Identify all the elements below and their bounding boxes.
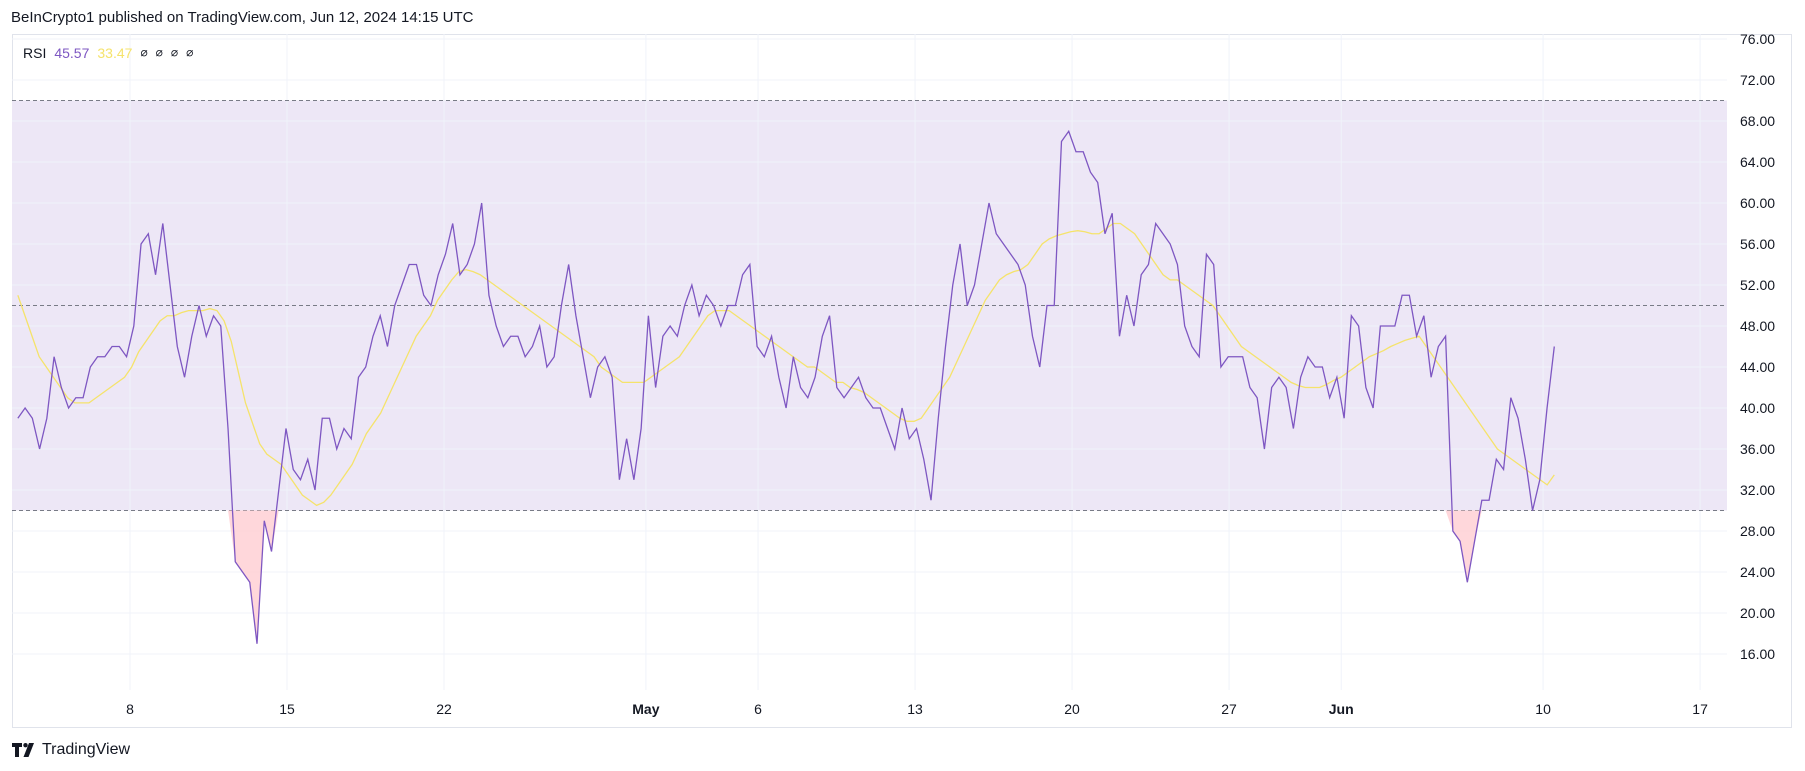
footer-branding[interactable]: TradingView bbox=[12, 741, 130, 759]
x-tick-label: 10 bbox=[1535, 701, 1551, 717]
y-tick-label: 56.00 bbox=[1740, 236, 1775, 252]
legend-ma-value: 33.47 bbox=[97, 45, 133, 61]
y-tick-label: 52.00 bbox=[1740, 277, 1775, 293]
tradingview-brand: TradingView bbox=[42, 741, 131, 758]
rsi-line bbox=[17, 129, 1555, 644]
x-tick-label: 22 bbox=[436, 701, 452, 717]
y-tick-label: 32.00 bbox=[1740, 482, 1775, 498]
x-tick-label: 27 bbox=[1221, 701, 1237, 717]
x-tick-label: 17 bbox=[1692, 701, 1708, 717]
x-tick-label: 15 bbox=[279, 701, 295, 717]
legend-na-value: ∅ bbox=[186, 46, 194, 60]
x-tick-label: Jun bbox=[1329, 701, 1354, 717]
y-tick-label: 24.00 bbox=[1740, 564, 1775, 580]
legend-na-value: ∅ bbox=[170, 46, 179, 60]
oversold-fill-area bbox=[228, 510, 279, 644]
legend-na-value: ∅ bbox=[140, 46, 148, 60]
y-tick-label: 72.00 bbox=[1740, 72, 1775, 88]
y-tick-label: 68.00 bbox=[1740, 113, 1775, 129]
x-tick-label: May bbox=[632, 701, 659, 717]
published-header: BeInCrypto1 published on TradingView.com… bbox=[11, 9, 474, 26]
y-tick-label: 48.00 bbox=[1740, 318, 1775, 334]
x-tick-label: 6 bbox=[754, 701, 762, 717]
y-tick-label: 36.00 bbox=[1740, 441, 1775, 457]
indicator-legend[interactable]: RSI 45.57 33.47 ∅ ∅ ∅ ∅ bbox=[23, 45, 193, 61]
y-tick-label: 60.00 bbox=[1740, 195, 1775, 211]
legend-na-value: ∅ bbox=[155, 46, 163, 60]
y-tick-label: 28.00 bbox=[1740, 523, 1775, 539]
y-tick-label: 40.00 bbox=[1740, 400, 1775, 416]
tradingview-logo-icon bbox=[12, 743, 34, 757]
x-tick-label: 13 bbox=[907, 701, 923, 717]
x-tick-label: 20 bbox=[1064, 701, 1080, 717]
y-tick-label: 16.00 bbox=[1740, 646, 1775, 662]
oversold-fill-area bbox=[1445, 510, 1482, 583]
legend-indicator-name: RSI bbox=[23, 45, 47, 61]
rsi-chart[interactable]: 76.00 72.00 68.00 64.00 60.00 56.00 52.00 48.00… bbox=[0, 0, 1805, 741]
y-tick-label: 64.00 bbox=[1740, 154, 1775, 170]
y-tick-label: 76.00 bbox=[1740, 31, 1775, 47]
y-tick-label: 20.00 bbox=[1740, 605, 1775, 621]
rsi-ma-line bbox=[17, 222, 1555, 507]
legend-rsi-value: 45.57 bbox=[54, 45, 90, 61]
y-tick-label: 44.00 bbox=[1740, 359, 1775, 375]
x-tick-label: 8 bbox=[126, 701, 134, 717]
